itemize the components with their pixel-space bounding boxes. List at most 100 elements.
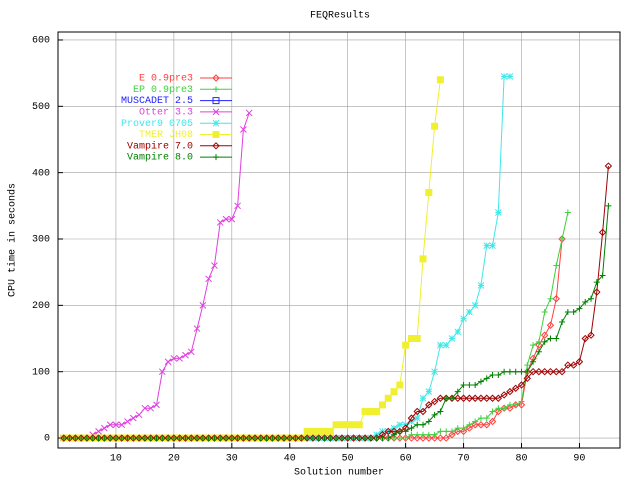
point [396,428,403,435]
point [460,315,467,322]
legend-label: Prover9 0705 [121,119,193,130]
point [321,427,329,435]
point [535,341,543,349]
point [477,282,485,289]
point [396,421,404,429]
point [223,435,230,442]
point [118,421,126,429]
x-axis-label: Solution number [294,467,384,479]
legend-label: Vampire 8.0 [127,152,193,164]
legend-marker [212,131,220,138]
x-tick-label: 50 [342,454,354,465]
point [344,421,352,429]
point [240,126,247,133]
point [251,435,258,442]
point [425,431,432,438]
point [430,397,439,406]
point [442,434,450,442]
point [147,435,154,442]
point [488,417,497,426]
point [350,435,357,442]
point [414,431,421,438]
point [564,209,571,216]
point [530,342,537,349]
point [582,299,589,306]
point [205,435,212,442]
legend-marker [212,74,220,82]
point [147,404,155,412]
point [523,374,532,383]
point [165,435,172,442]
point [483,242,491,249]
point [286,435,293,442]
point [524,368,531,375]
x-tick-label: 60 [400,454,412,465]
legend-label: TMER JH08 [139,130,193,141]
point [78,435,85,442]
point [419,394,427,402]
point [535,348,542,355]
point [558,235,566,243]
point [443,395,450,402]
x-tick-label: 70 [458,454,470,465]
y-tick-label: 500 [32,102,50,113]
point [257,435,264,442]
point [124,435,131,442]
point [494,394,503,402]
point [425,189,433,197]
point [407,414,416,422]
y-tick-label: 200 [32,301,50,312]
point [326,427,334,435]
point [471,301,479,309]
point [466,381,473,388]
point [396,435,403,442]
point [454,328,462,336]
x-tick-label: 20 [168,454,180,465]
point [413,414,421,422]
point [587,331,595,339]
point [355,421,363,429]
point [593,288,601,296]
point [431,122,439,130]
point [338,435,345,442]
point [107,435,114,442]
series-line [63,76,510,439]
point [576,305,583,312]
point [367,435,374,442]
point [437,408,444,415]
point [419,255,427,263]
point [512,384,520,392]
point [280,435,287,442]
point [431,431,438,438]
point [309,427,317,435]
point [159,435,166,442]
y-axis-label: CPU time in seconds [7,183,19,297]
point [570,308,577,315]
point [559,236,566,243]
point [500,391,508,399]
point [245,109,253,117]
point [558,367,566,376]
x-tick-label: 30 [226,454,238,465]
point [454,425,461,432]
point [506,401,513,408]
point [559,318,566,325]
series-line [63,205,609,439]
point [378,431,387,439]
point [292,435,299,442]
point [425,388,433,395]
legend-marker [213,154,219,161]
point [170,355,178,362]
point [425,401,433,409]
point [459,427,468,436]
point [420,431,427,438]
point [228,215,236,223]
point [425,418,432,425]
point [448,431,456,439]
legend-label: MUSCADET 2.5 [121,96,193,107]
point [338,421,346,429]
point [130,435,137,442]
y-tick-label: 400 [32,168,50,179]
point [419,407,427,416]
